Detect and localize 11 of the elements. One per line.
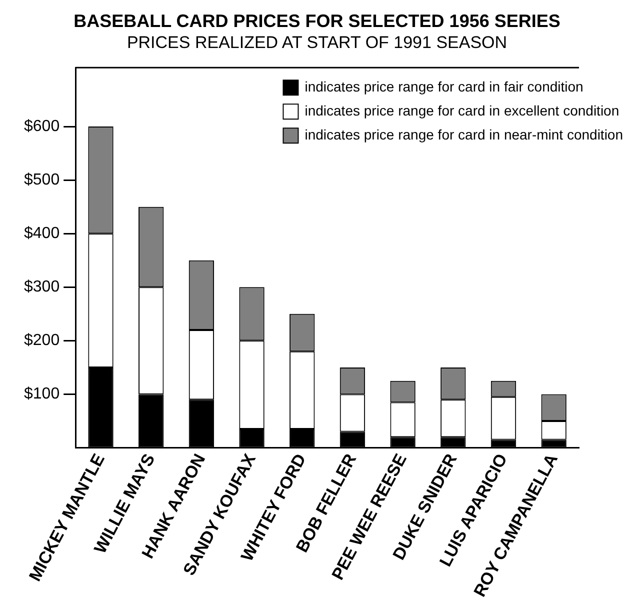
y-tick-label: $200 [24, 332, 60, 350]
y-tick-label: $500 [24, 171, 60, 188]
legend-label: indicates price range for card in excellent condition [304, 102, 620, 118]
legend-label: indicates price range for card in fair condition [304, 78, 584, 94]
chart-subtitle: PRICES REALIZED AT START OF 1991 SEASON [126, 32, 508, 54]
chart-title: BASEBALL CARD PRICES FOR SELECTED 1956 SERIES [72, 10, 562, 32]
y-tick-label: $600 [24, 118, 60, 135]
y-tick-label: $100 [24, 386, 60, 403]
y-tick-label: $300 [24, 278, 60, 296]
y-tick-label: $400 [24, 225, 60, 242]
legend-label: indicates price range for card in near-mint condition [304, 126, 624, 142]
